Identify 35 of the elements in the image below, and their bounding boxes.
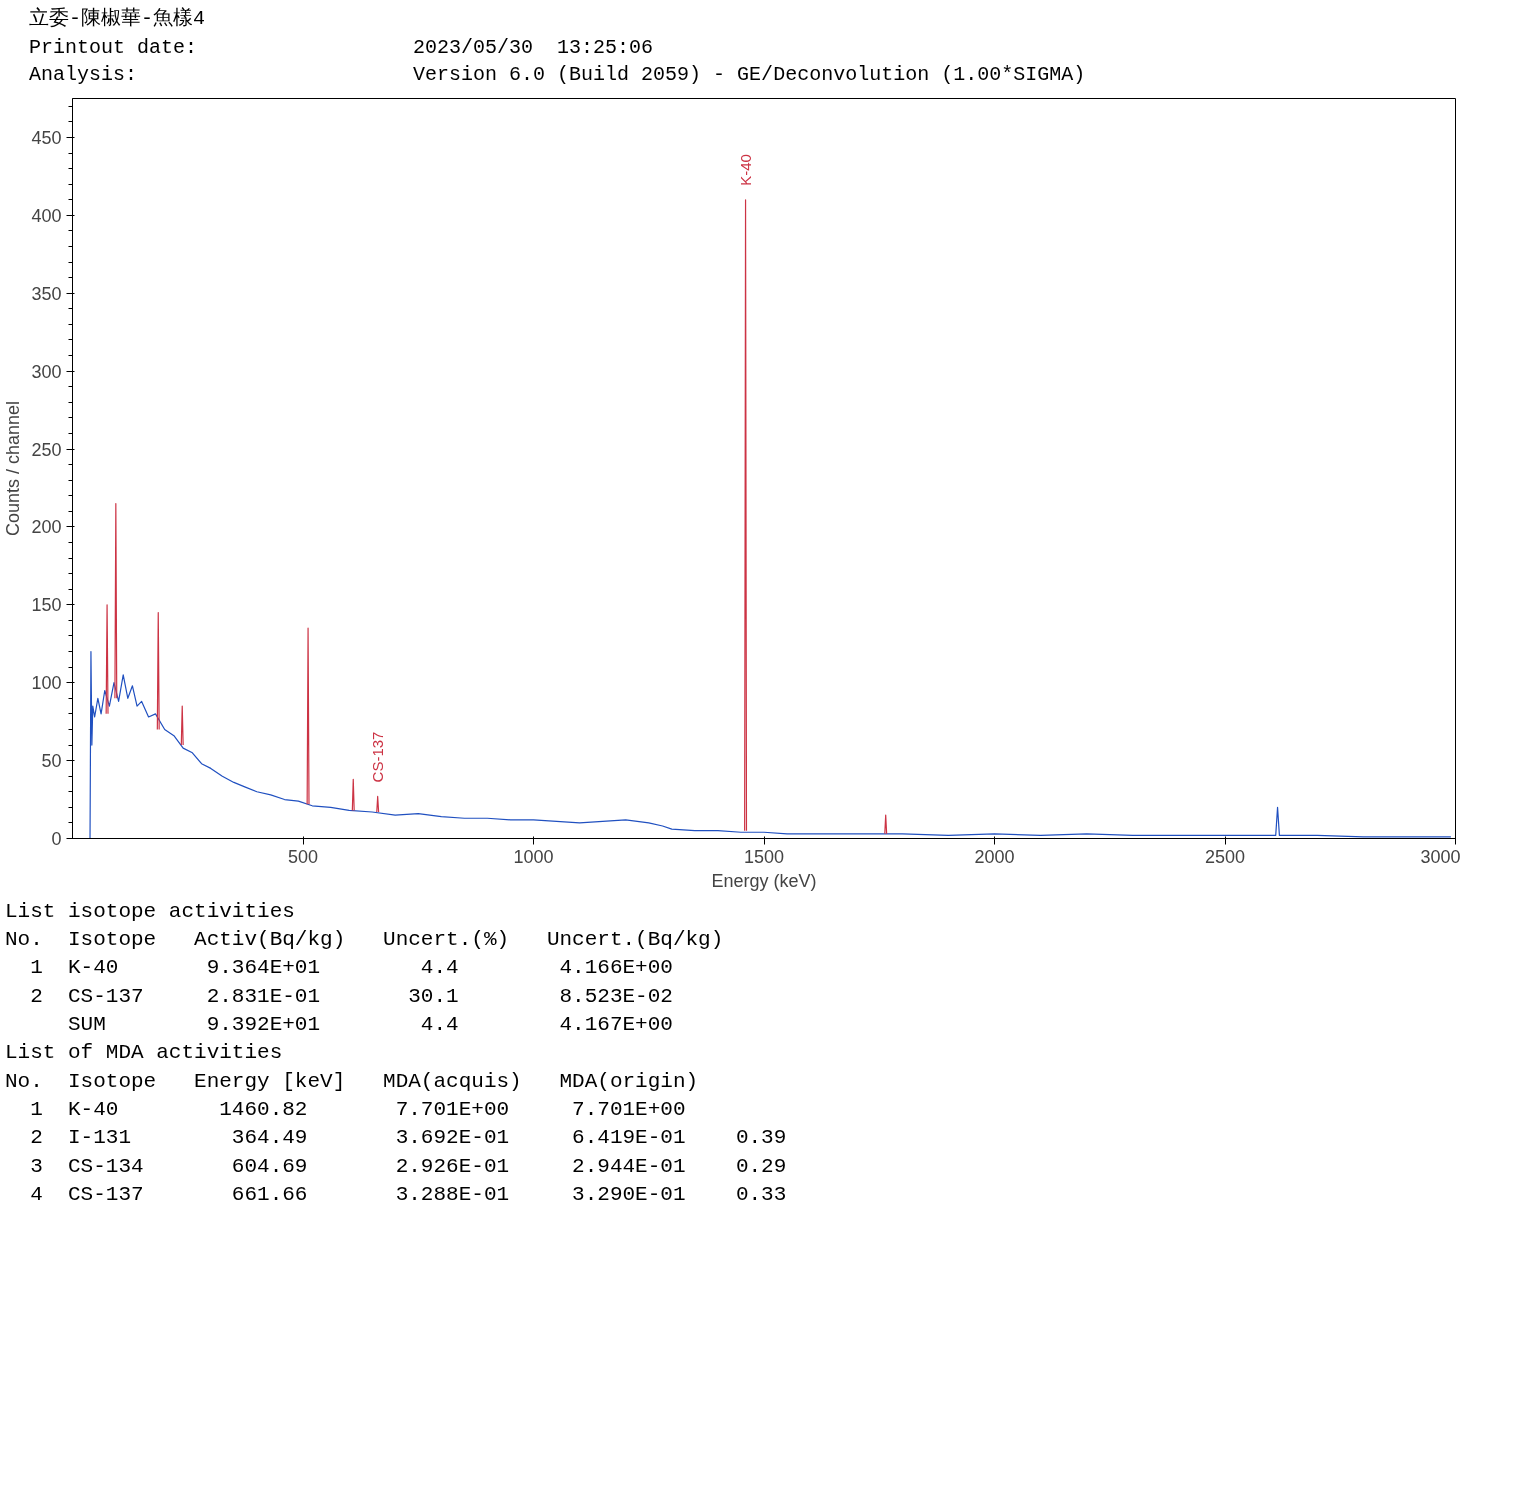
x-tick-label: 1000 bbox=[513, 846, 554, 867]
y-tick-label: 200 bbox=[31, 516, 62, 537]
y-tick-label: 100 bbox=[31, 672, 62, 693]
text: 3 CS-134 604.69 2.926E-01 2.944E-01 0.29 bbox=[30, 1154, 787, 1178]
x-tick-label: 3000 bbox=[1420, 846, 1461, 867]
y-tick-label: 0 bbox=[51, 828, 62, 849]
annotation: K-40 bbox=[736, 153, 754, 186]
annotation: CS-137 bbox=[368, 731, 386, 782]
text: No. Isotope Energy [keV] MDA(acquis) MDA(origin) bbox=[5, 1069, 699, 1093]
text: No. Isotope Activ(Bq/kg) Uncert.(%) Uncert.(Bq/kg) bbox=[5, 927, 724, 951]
y-tick-label: 50 bbox=[41, 750, 62, 771]
y-tick-label: 150 bbox=[31, 594, 62, 615]
x-tick-label: 2000 bbox=[974, 846, 1015, 867]
y-tick-label: 350 bbox=[31, 283, 62, 304]
text: 2 CS-137 2.831E-01 30.1 8.523E-02 bbox=[30, 984, 673, 1008]
text: List isotope activities bbox=[5, 899, 295, 923]
chart-title: 立委-陳椒華-魚樣4 bbox=[29, 6, 206, 32]
line-series bbox=[89, 650, 1452, 839]
text: Printout date: 2023/05/30 13:25:06 bbox=[29, 35, 654, 59]
text: SUM 9.392E+01 4.4 4.167E+00 bbox=[68, 1012, 673, 1036]
text: 4 CS-137 661.66 3.288E-01 3.290E-01 0.33 bbox=[30, 1183, 787, 1206]
text: 1 K-40 9.364E+01 4.4 4.166E+00 bbox=[30, 956, 673, 980]
y-tick-label: 400 bbox=[31, 205, 62, 226]
y-tick-label: 450 bbox=[31, 127, 62, 148]
y-axis-title: Counts / channel bbox=[3, 400, 24, 536]
x-tick-label: 500 bbox=[287, 846, 319, 867]
x-tick-label: 1500 bbox=[743, 846, 785, 867]
x-axis-title: Energy (keV) bbox=[711, 870, 817, 891]
text: List of MDA activities bbox=[5, 1041, 283, 1065]
text: 2 I-131 364.49 3.692E-01 6.419E-01 0.39 bbox=[30, 1126, 787, 1150]
y-tick-label: 250 bbox=[31, 439, 62, 460]
x-tick-label: 2500 bbox=[1204, 846, 1246, 867]
text: 1 K-40 1460.82 7.701E+00 7.701E+00 bbox=[30, 1097, 686, 1121]
text: Analysis: Version 6.0 (Build 2059) - GE/Deconvolution (1.00*SIGMA) bbox=[29, 62, 1086, 86]
y-tick-label: 300 bbox=[31, 361, 62, 382]
